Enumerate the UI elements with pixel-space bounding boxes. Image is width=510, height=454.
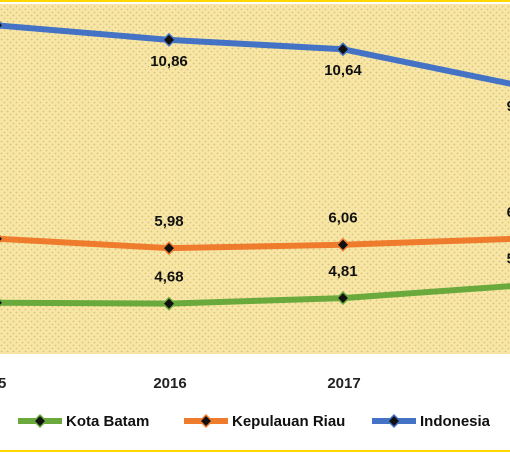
x-tick-label: 2016: [153, 375, 186, 392]
data-label-kepulauan-riau: 6,2: [507, 204, 510, 221]
x-tick-label: 15: [0, 375, 6, 392]
legend-label-indonesia: Indonesia: [420, 413, 491, 430]
data-label-kota-batam: 4,68: [154, 269, 183, 286]
x-tick-label: 2017: [327, 375, 360, 392]
data-label-kota-batam: 5,1: [507, 251, 510, 268]
data-label-indonesia: 9,8: [507, 98, 510, 115]
data-label-kota-batam: 4,81: [328, 263, 357, 280]
data-label-kepulauan-riau: 6,06: [328, 210, 357, 227]
data-label-kepulauan-riau: 5,98: [154, 213, 183, 230]
legend-label-kepulauan-riau: Kepulauan Riau: [232, 413, 345, 430]
data-label-indonesia: 10,64: [324, 62, 362, 79]
legend-label-kota-batam: Kota Batam: [66, 413, 149, 430]
legend-marker-kota-batam: [34, 415, 46, 427]
data-label-indonesia: 10,86: [150, 53, 188, 70]
legend-marker-kepulauan-riau: [200, 415, 212, 427]
legend-marker-indonesia: [388, 415, 400, 427]
